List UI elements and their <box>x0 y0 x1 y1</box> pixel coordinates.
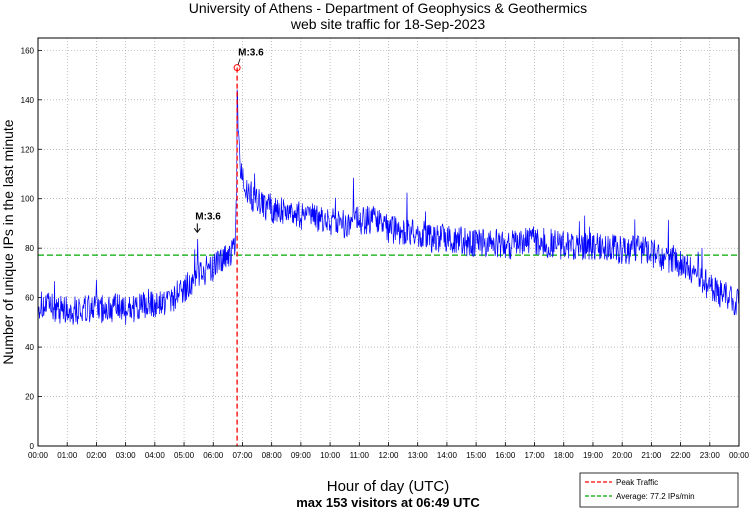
legend: Peak Traffic Average: 77.2 IPs/min <box>579 472 739 508</box>
x-axis-ticks: 00:00 01:00 02:00 03:00 04:00 05:00 06:00 07:00… <box>28 442 750 460</box>
x-tick-label: 12:00 <box>378 451 399 460</box>
y-tick-label: 20 <box>25 393 34 402</box>
x-tick-label: 05:00 <box>174 451 195 460</box>
x-tick-label: 04:00 <box>145 451 166 460</box>
y-tick-label: 80 <box>25 244 34 253</box>
x-tick-label: 09:00 <box>291 451 312 460</box>
x-tick-label: 20:00 <box>612 451 633 460</box>
x-tick-label: 11:00 <box>350 451 370 460</box>
y-tick-label: 120 <box>21 145 35 154</box>
plot-frame <box>37 37 740 447</box>
chart-title-line2: web site traffic for 18-Sep-2023 <box>290 16 486 32</box>
legend-average-label: Average: 77.2 IPs/min <box>616 492 695 501</box>
x-tick-label: 21:00 <box>641 451 662 460</box>
x-tick-label: 03:00 <box>116 451 137 460</box>
x-tick-label: 18:00 <box>554 451 575 460</box>
peak-annotation-tick <box>237 58 241 65</box>
arrow-annotation-label: M:3.6 <box>195 211 221 222</box>
annotations: M:3.6 M:3.6 <box>193 48 264 234</box>
y-axis-label: Number of unique IPs in the last minute <box>0 119 16 364</box>
y-tick-label: 40 <box>25 343 34 352</box>
x-tick-label: 07:00 <box>232 451 253 460</box>
peak-line-group <box>233 64 241 446</box>
x-tick-label: 13:00 <box>408 451 429 460</box>
legend-peak-label: Peak Traffic <box>616 478 658 487</box>
x-tick-label: 15:00 <box>466 451 487 460</box>
peak-marker <box>233 64 241 72</box>
x-tick-label: 06:00 <box>203 451 224 460</box>
chart-title-line1: University of Athens - Department of Geo… <box>189 0 587 16</box>
chart-subtitle: max 153 visitors at 06:49 UTC <box>296 495 480 510</box>
x-tick-label: 22:00 <box>671 451 692 460</box>
y-tick-label: 60 <box>25 294 34 303</box>
legend-box <box>579 472 739 508</box>
y-axis-ticks: 0 20 40 60 80 100 120 140 160 <box>21 46 42 451</box>
x-tick-label: 08:00 <box>262 451 283 460</box>
x-tick-label: 23:00 <box>700 451 721 460</box>
y-tick-label: 160 <box>21 46 35 55</box>
x-tick-label: 00:00 <box>729 451 750 460</box>
series-line <box>37 89 739 325</box>
series-layer <box>37 89 739 325</box>
x-axis-label: Hour of day (UTC) <box>327 478 450 495</box>
y-tick-label: 0 <box>30 442 35 451</box>
x-tick-label: 00:00 <box>28 451 49 460</box>
peak-annotation-label: M:3.6 <box>238 48 264 59</box>
x-tick-label: 19:00 <box>583 451 604 460</box>
x-tick-label: 01:00 <box>57 451 78 460</box>
x-tick-label: 02:00 <box>86 451 107 460</box>
annotation-arrow-head <box>193 228 201 234</box>
x-tick-label: 10:00 <box>320 451 341 460</box>
x-tick-label: 16:00 <box>495 451 516 460</box>
y-tick-label: 140 <box>21 96 35 105</box>
x-tick-label: 17:00 <box>525 451 546 460</box>
y-tick-label: 100 <box>21 195 35 204</box>
x-tick-label: 14:00 <box>437 451 458 460</box>
